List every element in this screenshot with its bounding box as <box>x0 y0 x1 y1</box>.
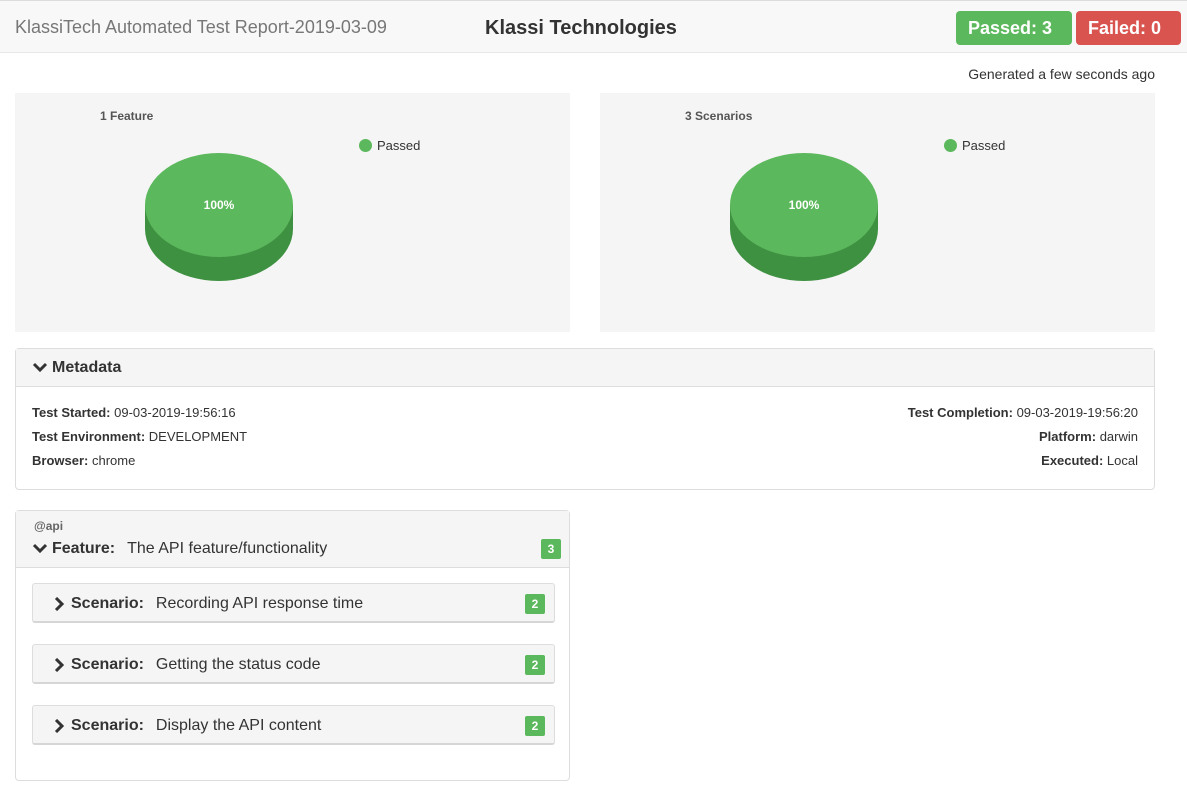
scenario-count-badge: 2 <box>525 716 545 736</box>
scenario-count-badge: 2 <box>525 655 545 675</box>
feature-tag: @api <box>34 519 64 533</box>
chevron-right-icon <box>54 658 65 672</box>
pie-slice-passed <box>145 153 293 257</box>
generated-timestamp: Generated a few seconds ago <box>968 66 1155 82</box>
feature-chart-panel: 1 Feature Passed 100% <box>15 93 570 332</box>
chevron-right-icon <box>54 719 65 733</box>
scenario-name: Display the API content <box>155 717 322 734</box>
scenario-count-badge: 2 <box>525 594 545 614</box>
feature-chart-title: 1 Feature <box>100 109 154 123</box>
metadata-heading: Metadata <box>52 358 122 376</box>
meta-test-completion: Test Completion: 09-03-2019-19:56:20 <box>907 405 1138 420</box>
feature-count-badge: 3 <box>541 539 561 559</box>
pie-slice-label: 100% <box>789 198 820 212</box>
feature-chart-legend[interactable]: Passed <box>359 138 420 153</box>
meta-browser: Browser: chrome <box>32 453 136 468</box>
meta-platform: Platform: darwin <box>1039 429 1138 444</box>
scenario-keyword: Scenario: <box>71 595 144 612</box>
pie-slice-passed <box>730 153 878 257</box>
legend-label: Passed <box>962 138 1006 153</box>
scenario-chart-legend[interactable]: Passed <box>944 138 1005 153</box>
pie-slice-label: 100% <box>204 198 235 212</box>
scenario-keyword: Scenario: <box>71 656 144 673</box>
meta-test-environment: Test Environment: DEVELOPMENT <box>32 429 248 444</box>
metadata-panel: Metadata Test Started: 09-03-2019-19:56:… <box>15 348 1155 490</box>
feature-keyword: Feature: <box>52 540 116 557</box>
feature-panel: @api Feature: The API feature/functional… <box>15 510 570 781</box>
failed-badge: Failed: 0 <box>1076 11 1181 45</box>
feature-title: Feature: The API feature/functionality <box>32 540 327 558</box>
legend-dot-icon <box>359 139 372 152</box>
scenario-name: Recording API response time <box>155 595 364 612</box>
legend-label: Passed <box>377 138 421 153</box>
meta-test-started: Test Started: 09-03-2019-19:56:16 <box>32 405 236 420</box>
chevron-down-icon <box>32 543 48 554</box>
metadata-toggle[interactable]: Metadata <box>16 349 1154 387</box>
feature-name: The API feature/functionality <box>127 540 328 557</box>
scenario-item[interactable]: Scenario: Recording API response time 2 <box>32 583 555 623</box>
passed-badge: Passed: 3 <box>956 11 1072 45</box>
company-name: Klassi Technologies <box>485 17 677 39</box>
feature-toggle[interactable]: @api Feature: The API feature/functional… <box>16 511 569 568</box>
scenario-chart-title: 3 Scenarios <box>685 109 753 123</box>
chevron-right-icon <box>54 597 65 611</box>
legend-dot-icon <box>944 139 957 152</box>
scenario-chart-panel: 3 Scenarios Passed 100% <box>600 93 1155 332</box>
scenario-name: Getting the status code <box>155 656 321 673</box>
scenario-item[interactable]: Scenario: Getting the status code 2 <box>32 644 555 684</box>
meta-executed: Executed: Local <box>1041 453 1138 468</box>
scenario-pie-chart[interactable]: 100% <box>728 143 880 283</box>
report-title[interactable]: KlassiTech Automated Test Report-2019-03… <box>15 17 387 37</box>
scenario-keyword: Scenario: <box>71 717 144 734</box>
scenario-item[interactable]: Scenario: Display the API content 2 <box>32 705 555 745</box>
chevron-down-icon <box>32 362 48 372</box>
navbar: KlassiTech Automated Test Report-2019-03… <box>0 0 1187 53</box>
feature-pie-chart[interactable]: 100% <box>143 143 295 283</box>
